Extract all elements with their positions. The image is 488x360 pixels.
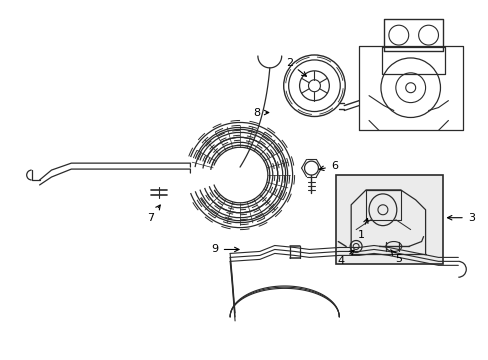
Text: 4: 4 xyxy=(337,250,353,266)
Text: 9: 9 xyxy=(211,244,239,255)
Text: 3: 3 xyxy=(447,213,474,223)
Text: 7: 7 xyxy=(147,205,160,223)
Text: 1: 1 xyxy=(357,219,367,239)
Bar xyxy=(336,175,443,264)
Text: 6: 6 xyxy=(319,161,337,171)
Text: 5: 5 xyxy=(390,250,402,264)
Text: 8: 8 xyxy=(253,108,268,117)
Text: 2: 2 xyxy=(285,58,305,76)
